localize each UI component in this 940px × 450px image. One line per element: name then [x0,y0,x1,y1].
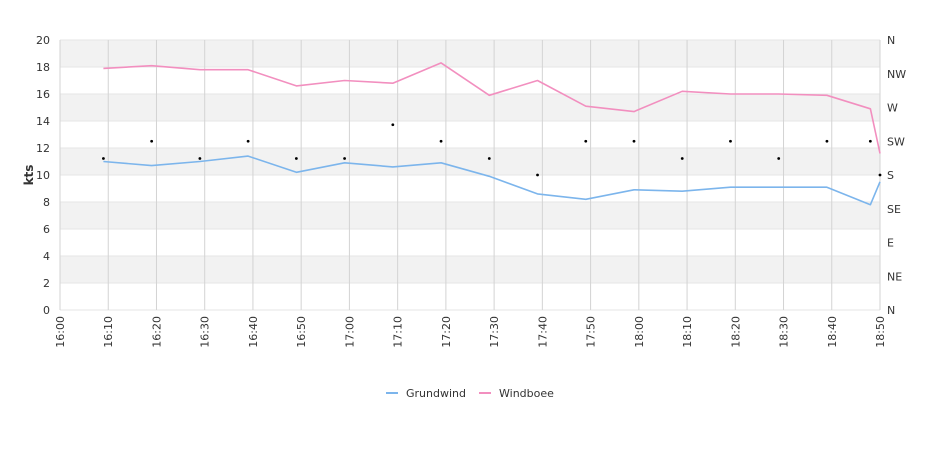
plot-band [60,67,880,94]
x-axis-ticks: 16:00 16:10 16:20 16:30 16:40 16:50 17:00 17:10… [54,316,887,348]
y-tick-label: 16 [36,88,50,101]
x-tick-label: 18:40 [826,316,839,348]
y-tick-label: 18 [36,61,50,74]
direction-tick-label: SW [887,135,905,148]
x-tick-label: 17:20 [440,316,453,348]
vertical-gridlines [59,40,881,310]
direction-tick-label: N [887,304,895,317]
y-tick-label: 20 [36,34,50,47]
direction-tick-label: NE [887,270,902,283]
series-lines [103,62,881,206]
x-tick-label: 16:10 [102,316,115,348]
x-tick-label: 16:50 [295,316,308,348]
legend-item-grundwind[interactable]: Grundwind [386,387,466,400]
x-tick-label: 18:20 [729,316,742,348]
plot-band [60,40,880,67]
y-tick-label: 6 [43,223,50,236]
direction-point [632,139,636,143]
direction-point [487,157,491,160]
direction-tick-label: E [887,237,894,250]
plot-band [60,202,880,229]
direction-tick-label: S [887,169,894,182]
x-tick-label: 16:30 [199,316,212,348]
x-tick-label: 18:10 [681,316,694,348]
direction-point [439,139,443,143]
direction-point [680,157,684,160]
direction-point [246,139,250,143]
direction-point [343,157,346,160]
x-tick-label: 17:00 [343,316,356,348]
direction-point [825,139,829,143]
x-tick-label: 18:50 [874,316,887,348]
direction-points [102,123,882,177]
legend-label: Grundwind [406,387,466,400]
direction-point [777,157,781,160]
plot-band [60,283,880,310]
x-tick-label: 17:50 [585,316,598,348]
plot-band [60,229,880,256]
y-tick-label: 0 [43,304,50,317]
direction-point [391,123,395,127]
direction-axis-ticks: N NE E SE S SW W NW N [887,34,906,317]
y-tick-label: 8 [43,196,50,209]
direction-tick-label: W [887,102,898,115]
x-tick-label: 18:30 [778,316,791,348]
series-line-windboee [103,62,881,154]
y-tick-label: 2 [43,277,50,290]
direction-point [536,173,539,177]
direction-point [198,157,202,160]
direction-tick-label: NW [887,68,906,81]
y-tick-label: 10 [36,169,50,182]
y-tick-label: 14 [36,115,50,128]
plot-band [60,175,880,202]
direction-point [102,157,105,160]
direction-point [150,139,154,143]
y-axis-label: kts [22,165,36,186]
direction-tick-label: N [887,34,895,47]
direction-point [584,139,588,143]
x-tick-label: 16:20 [150,316,163,348]
series-line-grundwind [103,155,881,206]
x-tick-label: 17:10 [392,316,405,348]
y-axis-ticks: 0 2 4 6 8 10 12 14 16 18 20 [36,34,50,317]
x-tick-label: 16:00 [54,316,67,348]
plot-bands [60,39,880,311]
plot-band [60,256,880,283]
direction-point [868,139,872,143]
x-tick-label: 17:40 [536,316,549,348]
direction-point [878,173,882,177]
plot-band [60,121,880,148]
x-tick-label: 16:40 [247,316,260,348]
x-tick-label: 18:00 [633,316,646,348]
y-tick-label: 4 [43,250,50,263]
x-tick-label: 17:30 [488,316,501,348]
legend-item-windboee[interactable]: Windboee [479,387,554,400]
direction-point [729,139,732,143]
legend[interactable]: Grundwind Windboee [386,387,554,400]
direction-tick-label: SE [887,203,901,216]
y-tick-label: 12 [36,142,50,155]
plot-band [60,94,880,121]
direction-point [294,157,298,160]
legend-label: Windboee [499,387,554,400]
